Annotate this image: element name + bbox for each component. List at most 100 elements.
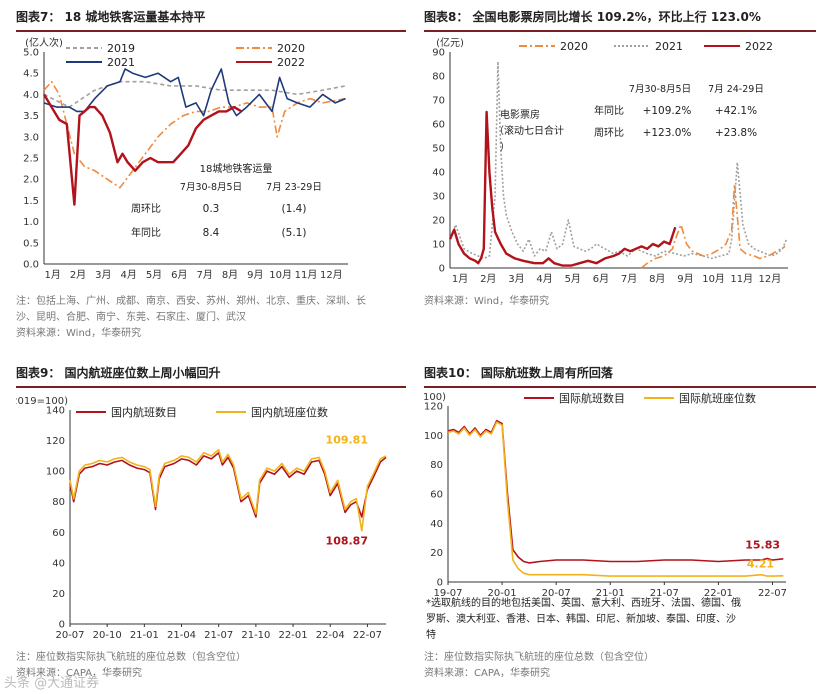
x-tick-label: 20-07 [542, 588, 571, 599]
y-tick-label: 20 [52, 589, 65, 600]
x-tick-label: 12月 [320, 269, 343, 281]
x-tick-label: 1月 [44, 269, 60, 281]
x-tick-label: 8月 [222, 269, 238, 281]
annotation-value: +109.2% [643, 105, 692, 117]
legend-label-2020: 2020 [277, 42, 305, 55]
annotation-value: (1.4) [282, 203, 307, 215]
x-tick-label: 5月 [146, 269, 162, 281]
x-tick-label: 3月 [95, 269, 111, 281]
chart7-source: 资料来源：Wind，华泰研究 [16, 328, 142, 339]
chart10-footnote3: 特 [426, 630, 436, 641]
series-line-2021 [43, 68, 346, 117]
y-tick-label: 140 [46, 406, 65, 417]
series-line-2022 [448, 110, 677, 267]
y-tick-label: 70 [432, 96, 445, 107]
chart8-source: 资料来源：Wind，华泰研究 [424, 296, 550, 307]
annotation-value: +123.0% [643, 127, 692, 139]
x-tick-label: 1月 [452, 273, 468, 285]
series-line-2019 [43, 80, 346, 108]
x-tick-label: 3月 [508, 273, 524, 285]
series-line-国内航班座位数 [69, 448, 387, 532]
y-axis-label: (2019=100) [16, 396, 68, 407]
chart9-title: 图表9： 国内航班座位数上周小幅回升 [16, 362, 406, 388]
chart9-note: 注：座位数指实际执飞航班的座位总数（包含空位） [16, 652, 246, 663]
y-tick-label: 1.5 [23, 196, 39, 207]
annotation-value: +42.1% [715, 105, 757, 117]
chart10-footnote2: 罗斯、澳大利亚、香港、日本、韩国、印尼、新加坡、泰国、印度、沙 [426, 614, 736, 625]
y-tick-label: 100 [46, 467, 65, 478]
panel-chart9: 图表9： 国内航班座位数上周小幅回升 (2019=100) 0 20 40 60 80 10… [16, 362, 406, 687]
x-tick-label: 11月 [730, 273, 753, 285]
y-tick-label: 80 [430, 460, 443, 471]
legend-label-国内航班数目: 国内航班数目 [111, 405, 177, 419]
x-tick-label: 9月 [677, 273, 693, 285]
y-tick-label: 60 [430, 490, 443, 501]
annotation-col2: 7月 24-29日 [708, 84, 764, 95]
chart7-title: 图表7： 18 城地铁客运量基本持平 [16, 6, 406, 32]
y-tick-label: 80 [52, 497, 65, 508]
x-tick-label: 22-01 [279, 630, 308, 641]
y-tick-label: 40 [52, 558, 65, 569]
x-tick-label: 20-01 [488, 588, 517, 599]
chart10-footnote1: *选取航线的目的地包括美国、英国、意大利、西班牙、法国、德国、俄 [426, 598, 741, 609]
x-tick-label: 12月 [759, 273, 782, 285]
y-tick-label: 40 [432, 168, 445, 179]
x-tick-label: 22-04 [316, 630, 345, 641]
legend-label-国际航班座位数: 国际航班座位数 [679, 391, 756, 405]
annotation-title: 18城地铁客运量 [200, 162, 273, 175]
y-tick-label: 60 [432, 120, 445, 131]
series-line-国际航班座位数 [447, 421, 784, 577]
chart8-title: 图表8： 全国电影票房同比增长 109.2%，环比上行 123.0% [424, 6, 816, 32]
y-tick-label: 20 [432, 216, 445, 227]
legend-label-国际航班数目: 国际航班数目 [559, 391, 625, 405]
x-tick-label: 2月 [70, 269, 86, 281]
x-tick-label: 21-07 [204, 630, 233, 641]
annotation-label-line3: ） [500, 141, 510, 153]
annotation-label-line1: 电影票房 [500, 108, 540, 121]
y-tick-label: 4.0 [23, 90, 39, 101]
x-tick-label: 22-07 [353, 630, 382, 641]
legend-label-2020: 2020 [560, 40, 588, 53]
annotation-col1: 7月30-8月5日 [629, 84, 691, 95]
legend-label-2022: 2022 [745, 40, 773, 53]
y-tick-label: 0 [437, 578, 443, 589]
chart10-title: 图表10： 国际航班数上周有所回落 [424, 362, 816, 388]
annotation-row-label: 年同比 [594, 104, 624, 117]
watermark: 头条 @大通证券 [4, 676, 100, 691]
chart9-source: 资料来源：CAPA，华泰研究 [16, 668, 143, 679]
series-line-2020 [640, 183, 786, 269]
y-axis-label: (亿元) [436, 36, 464, 49]
series-line-国际航班数目 [447, 419, 784, 564]
y-tick-label: 80 [432, 72, 445, 83]
chart10-note: 注：座位数指实际执飞航班的座位总数（包含空位） [424, 652, 654, 663]
x-tick-label: 2月 [480, 273, 496, 285]
x-tick-label: 6月 [593, 273, 609, 285]
x-tick-label: 21-01 [596, 588, 625, 599]
panel-chart8: 图表8： 全国电影票房同比增长 109.2%，环比上行 123.0% (亿元) 0… [424, 6, 816, 316]
y-axis-label: (2019=100) [424, 392, 446, 403]
series-line-2020 [43, 80, 346, 189]
y-tick-label: 20 [430, 548, 443, 559]
annotation-value: (5.1) [282, 227, 307, 239]
y-tick-label: 1.0 [23, 217, 39, 228]
x-tick-label: 21-01 [130, 630, 159, 641]
y-tick-label: 3.5 [23, 111, 39, 122]
y-tick-label: 10 [432, 240, 445, 251]
series-line-2022 [42, 93, 243, 206]
x-tick-label: 20-10 [93, 630, 122, 641]
y-tick-label: 60 [52, 528, 65, 539]
y-tick-label: 0.5 [23, 238, 39, 249]
x-tick-label: 4月 [536, 273, 552, 285]
x-tick-label: 20-07 [55, 630, 84, 641]
annotation-label-line2: （滚动七日合计 [494, 124, 564, 137]
annotation-row-label: 年同比 [131, 226, 161, 239]
legend-label-国内航班座位数: 国内航班座位数 [251, 405, 328, 419]
annotation-row-label: 周环比 [594, 127, 624, 139]
y-axis-label: (亿人次) [25, 36, 63, 49]
legend-label-2021: 2021 [655, 40, 683, 53]
chart7-note2: 沙、昆明、合肥、南宁、东莞、石家庄、厦门、武汉 [16, 312, 246, 323]
y-tick-label: 90 [432, 48, 445, 59]
x-tick-label: 10月 [269, 269, 292, 281]
x-tick-label: 5月 [565, 273, 581, 285]
x-tick-label: 11月 [295, 269, 318, 281]
